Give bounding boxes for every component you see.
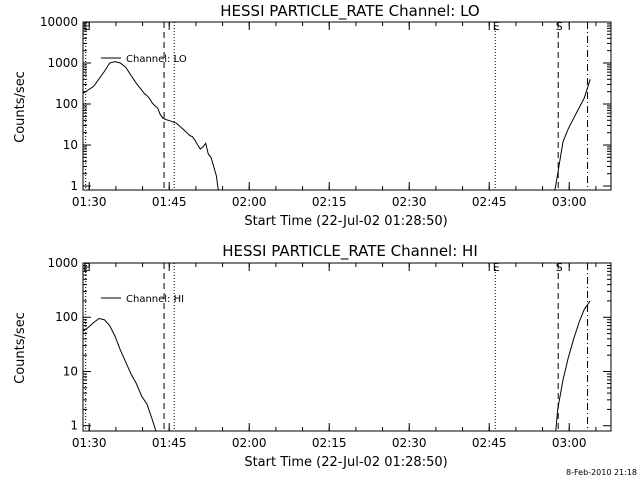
y-ticks-lo: 1 10 100 1000 10000 <box>40 15 611 193</box>
series-line-segment <box>554 79 591 190</box>
x-tick-label: 03:00 <box>552 436 587 450</box>
x-tick-label: 01:45 <box>152 436 187 450</box>
y-tick-label: 10000 <box>40 15 78 29</box>
y-ticks-hi: 1 10 100 1000 <box>47 256 611 433</box>
chart-title-lo: HESSI PARTICLE_RATE Channel: LO <box>220 2 479 21</box>
x-tick-label: 02:15 <box>312 195 347 209</box>
event-marker-label: E <box>493 261 500 274</box>
x-tick-label: 02:30 <box>392 436 427 450</box>
y-tick-label: 1000 <box>47 256 78 270</box>
x-tick-label: 02:45 <box>472 195 507 209</box>
panel-lo: HESSI PARTICLE_RATE Channel: LO Counts/s… <box>13 2 612 229</box>
y-tick-label: 100 <box>55 310 78 324</box>
y-tick-label: 1000 <box>47 56 78 70</box>
x-tick-label: 02:15 <box>312 436 347 450</box>
y-tick-label: 10 <box>63 364 78 378</box>
event-marker-label: E <box>83 20 90 33</box>
y-tick-label: 100 <box>55 97 78 111</box>
date-stamp: 8-Feb-2010 21:18 <box>566 468 637 477</box>
x-tick-label: 01:30 <box>72 195 107 209</box>
y-axis-label-lo: Counts/sec <box>13 71 28 143</box>
event-marker-label: E <box>493 20 500 33</box>
plot-frame-hi <box>82 262 612 432</box>
x-tick-label: 02:00 <box>232 195 267 209</box>
event-marker-label: S <box>556 261 563 274</box>
plot-frame-lo <box>82 21 612 191</box>
legend-label-hi: Channel: HI <box>126 294 184 305</box>
x-tick-label: 01:45 <box>152 195 187 209</box>
x-tick-label: 03:00 <box>552 195 587 209</box>
event-marker-label: E <box>83 261 90 274</box>
series-line-segment <box>83 317 157 431</box>
y-tick-label: 10 <box>63 138 78 152</box>
chart-title-hi: HESSI PARTICLE_RATE Channel: HI <box>222 242 478 261</box>
series-lo <box>83 61 591 190</box>
event-marker-label: S <box>556 20 563 33</box>
x-tick-label: 02:45 <box>472 436 507 450</box>
panel-hi: HESSI PARTICLE_RATE Channel: HI Counts/s… <box>13 242 612 470</box>
x-axis-label-hi: Start Time (22-Jul-02 01:28:50) <box>244 455 447 470</box>
x-tick-label: 01:30 <box>72 436 107 450</box>
series-hi <box>83 300 591 431</box>
x-axis-label-lo: Start Time (22-Jul-02 01:28:50) <box>244 214 447 229</box>
x-tick-label: 02:30 <box>392 195 427 209</box>
series-line-segment <box>555 300 591 431</box>
y-tick-label: 1 <box>70 179 78 193</box>
y-tick-label: 1 <box>70 419 78 433</box>
legend-label-lo: Channel: LO <box>126 54 187 65</box>
series-line-segment <box>83 61 219 190</box>
x-ticks-hi: 01:30 01:45 02:00 02:15 02:30 02:45 03:00 <box>72 263 597 450</box>
x-ticks-lo: 01:30 01:45 02:00 02:15 02:30 02:45 03:00 <box>72 22 597 209</box>
y-axis-label-hi: Counts/sec <box>13 312 28 384</box>
x-tick-label: 02:00 <box>232 436 267 450</box>
